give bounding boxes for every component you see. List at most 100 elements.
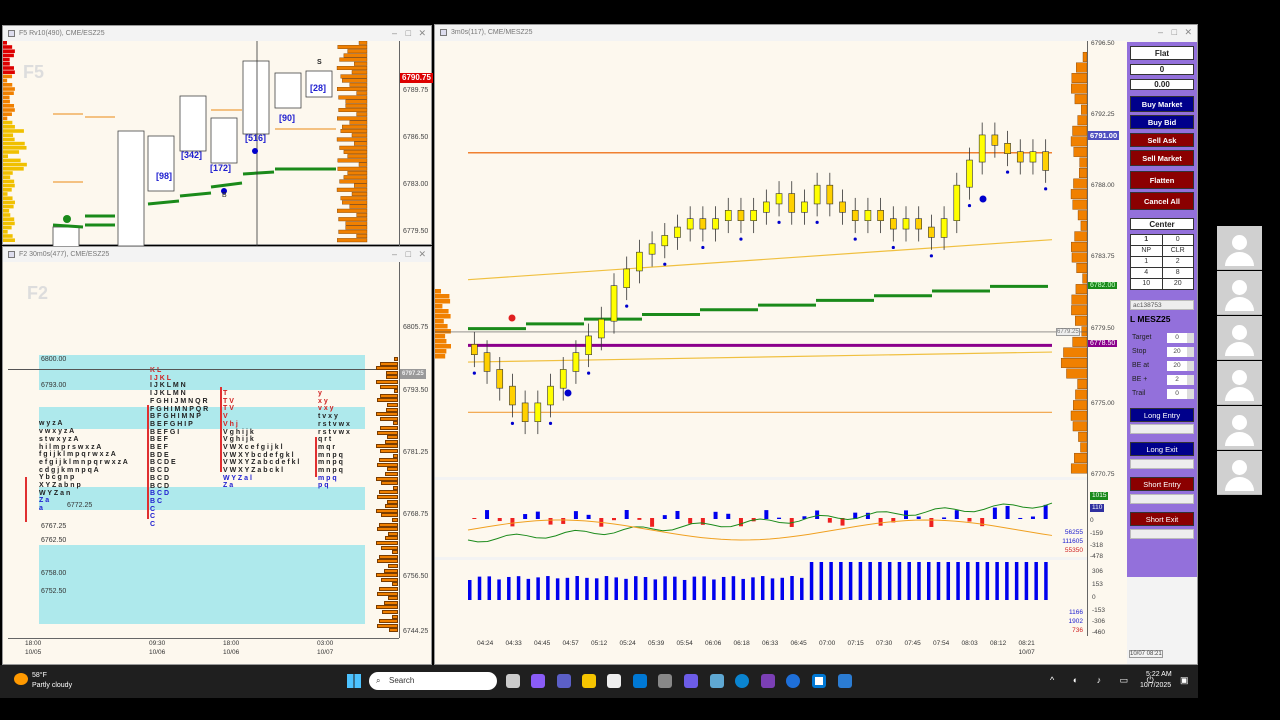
f5-chart-canvas[interactable] — [3, 41, 399, 246]
short-exit-select[interactable] — [1130, 529, 1194, 539]
participant-avatar[interactable] — [1217, 271, 1262, 315]
app-icon[interactable] — [684, 674, 698, 688]
system-tray[interactable]: ^ ◐ ♪ ▭ ⏻ — [1050, 675, 1162, 685]
main-time-label: 06:06 — [705, 640, 722, 647]
long-exit-select[interactable] — [1130, 459, 1194, 469]
volume-profile-bar — [393, 421, 398, 426]
close-button[interactable]: ✕ — [1184, 27, 1192, 37]
flatten-button[interactable]: Flatten — [1130, 171, 1194, 189]
start-button[interactable] — [347, 674, 361, 688]
close-button[interactable]: ✕ — [418, 249, 426, 259]
param-input[interactable]: 0 — [1167, 333, 1187, 343]
qty-right[interactable]: 0 — [1162, 235, 1193, 245]
task-view-icon[interactable] — [506, 674, 520, 688]
sell-market-button[interactable]: Sell Market — [1130, 150, 1194, 166]
main-time-label: 05:54 — [676, 640, 693, 647]
qty-preset[interactable]: NP — [1131, 246, 1162, 256]
clock-date[interactable]: 10/7/2025 — [1140, 682, 1172, 689]
qty-input[interactable]: 1 — [1131, 235, 1162, 245]
long-entry-select[interactable] — [1130, 424, 1194, 434]
f2-title-bar[interactable]: F2 30m0s(477), CME/ESZ25 – □ ✕ — [3, 247, 431, 262]
tpo-row: Z a — [39, 497, 50, 505]
buy-bid-button[interactable]: Buy Bid — [1130, 115, 1194, 129]
last-price-line — [8, 369, 398, 370]
zone-price-label: 6758.00 — [41, 570, 67, 577]
osc2-axis-label: 153 — [1092, 581, 1103, 588]
qty-preset[interactable]: CLR — [1162, 246, 1193, 256]
qty-preset[interactable]: 2 — [1162, 257, 1193, 267]
maximize-button[interactable]: □ — [405, 28, 411, 38]
main-price-axis[interactable]: 6796.50 6792.25 6788.00 6783.75 6779.50 6775.… — [1056, 40, 1127, 636]
store-icon[interactable] — [607, 674, 621, 688]
qty-preset[interactable]: 1 — [1131, 257, 1162, 267]
participant-avatar[interactable] — [1217, 361, 1262, 405]
volume-profile-bar — [381, 577, 398, 582]
spinner-arrows[interactable] — [1187, 389, 1194, 399]
param-input[interactable]: 20 — [1167, 347, 1187, 357]
f5-title-bar[interactable]: F5 Rv10(490), CME/ESZ25 – □ ✕ — [3, 26, 431, 41]
minimize-button[interactable]: – — [391, 28, 397, 38]
zoom-icon[interactable] — [786, 674, 800, 688]
volume-delta-pane[interactable]: 1166 1902 736 — [435, 560, 1087, 636]
participant-avatar[interactable] — [1217, 451, 1262, 495]
search-box[interactable]: ⌕ Search — [369, 672, 497, 690]
spinner-arrows[interactable] — [1187, 333, 1194, 343]
edge-icon[interactable] — [735, 674, 749, 688]
tpo-row: B C D E — [150, 459, 176, 467]
center-button[interactable]: Center — [1130, 218, 1194, 230]
participant-avatar[interactable] — [1217, 226, 1262, 270]
long-exit-button[interactable]: Long Exit — [1130, 442, 1194, 456]
short-exit-button[interactable]: Short Exit — [1130, 512, 1194, 526]
main-price-chart[interactable] — [435, 41, 1087, 477]
maximize-button[interactable]: □ — [405, 249, 411, 259]
sell-ask-button[interactable]: Sell Ask — [1130, 133, 1194, 147]
clock-time[interactable]: 5:22 AM — [1146, 671, 1172, 678]
qty-preset[interactable]: 10 — [1131, 279, 1162, 289]
copilot-icon[interactable] — [531, 674, 545, 688]
param-input[interactable]: 2 — [1167, 375, 1187, 385]
short-entry-select[interactable] — [1130, 494, 1194, 504]
close-button[interactable]: ✕ — [418, 28, 426, 38]
f2-price-axis[interactable]: 6797.25 — [399, 262, 433, 638]
volume-profile-bar — [378, 554, 398, 559]
short-entry-button[interactable]: Short Entry — [1130, 477, 1194, 491]
notification-icon[interactable]: ▣ — [1180, 675, 1189, 685]
qty-preset[interactable]: 4 — [1131, 268, 1162, 278]
f5-price-axis[interactable]: 6790.75 6789.75 6786.50 6783.00 6779.50 — [399, 41, 433, 246]
main-chart-window[interactable]: 3m0s(117), CME/MESZ25 – □ ✕ 56255 111605 553… — [434, 24, 1198, 665]
volume-profile-bar — [1071, 305, 1087, 316]
cancel-all-button[interactable]: Cancel All — [1130, 192, 1194, 210]
qty-preset[interactable]: 8 — [1162, 268, 1193, 278]
main-price-label: 6775.00 — [1091, 399, 1115, 407]
participant-avatar[interactable] — [1217, 316, 1262, 360]
minimize-button[interactable]: – — [1157, 27, 1163, 37]
f5-chart-window[interactable]: F5 Rv10(490), CME/ESZ25 – □ ✕ F5 6790.75 6… — [2, 25, 433, 246]
f2-time-label: 18:00 — [25, 640, 42, 647]
onenote-icon[interactable] — [761, 674, 775, 688]
candle-body — [877, 210, 884, 221]
outlook-icon[interactable] — [633, 674, 647, 688]
spinner-arrows[interactable] — [1187, 361, 1194, 371]
participant-avatar[interactable] — [1217, 406, 1262, 450]
maximize-button[interactable]: □ — [1171, 27, 1177, 37]
file-explorer-icon[interactable] — [582, 674, 596, 688]
account-select[interactable]: ac138753 — [1130, 300, 1194, 310]
long-entry-button[interactable]: Long Entry — [1130, 408, 1194, 422]
app-icon[interactable] — [710, 674, 724, 688]
app-icon[interactable] — [812, 674, 826, 688]
settings-icon[interactable] — [658, 674, 672, 688]
buy-market-button[interactable]: Buy Market — [1130, 96, 1194, 112]
main-title-bar[interactable]: 3m0s(117), CME/MESZ25 – □ ✕ — [435, 25, 1197, 40]
spinner-arrows[interactable] — [1187, 375, 1194, 385]
app-icon[interactable] — [838, 674, 852, 688]
teams-icon[interactable] — [557, 674, 571, 688]
spinner-arrows[interactable] — [1187, 347, 1194, 357]
param-input[interactable]: 20 — [1167, 361, 1187, 371]
volume-profile-bar — [349, 120, 368, 125]
param-input[interactable]: 0 — [1167, 389, 1187, 399]
qty-preset[interactable]: 20 — [1162, 279, 1193, 289]
minimize-button[interactable]: – — [391, 249, 397, 259]
volume-profile-bar — [356, 91, 368, 96]
delta-oscillator-pane[interactable]: 56255 111605 55350 — [435, 480, 1087, 557]
f2-chart-window[interactable]: F2 30m0s(477), CME/ESZ25 – □ ✕ F2 6800.00 6… — [2, 246, 432, 665]
